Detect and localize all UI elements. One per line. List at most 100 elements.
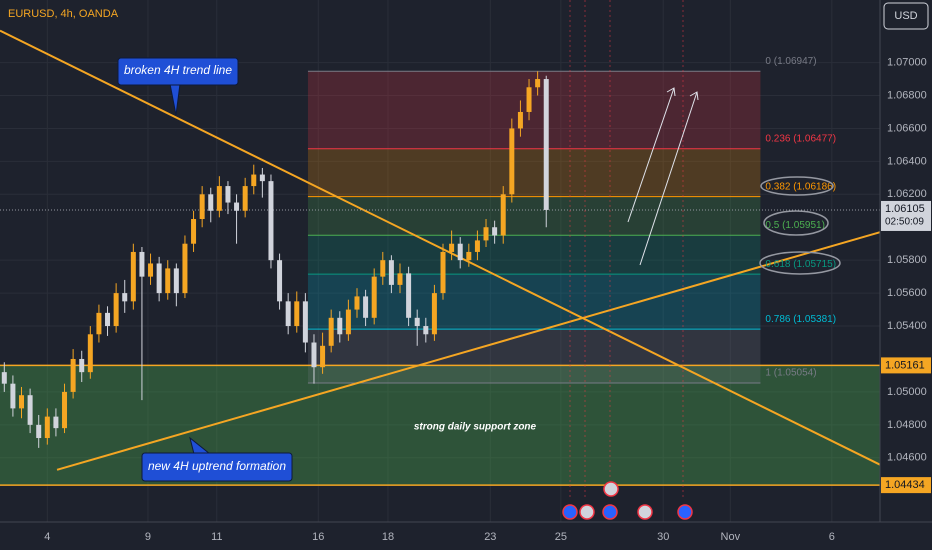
chart-title: EURUSD, 4h, OANDA [8, 8, 119, 20]
candle-body [285, 301, 291, 327]
candle-body [251, 174, 257, 187]
fib-label: 0.618 (1.05715) [765, 259, 836, 270]
callout-text: new 4H uptrend formation [148, 459, 286, 473]
candle-body [10, 383, 16, 409]
candle-body [148, 263, 154, 277]
candle-body [363, 296, 369, 318]
level-tag [881, 477, 931, 494]
candle-body [199, 194, 205, 220]
candle-body [406, 273, 412, 318]
candle-body [380, 260, 386, 277]
y-tick-label: 1.06200 [887, 188, 927, 200]
candle-body [328, 317, 334, 346]
y-tick-label: 1.06600 [887, 122, 927, 134]
fib-label: 0 (1.06947) [765, 56, 816, 67]
candle-body [320, 345, 326, 368]
candle-body [156, 263, 162, 294]
event-icons [562, 481, 693, 520]
fib-zone [307, 196, 761, 236]
x-tick-label: 23 [484, 531, 496, 543]
candle-body [173, 268, 179, 294]
trend-line [0, 29, 881, 466]
candle-body [543, 79, 549, 210]
fib-zone [307, 274, 761, 330]
candle-body [457, 243, 463, 261]
candle-body [423, 326, 429, 335]
candle-body [96, 312, 102, 335]
candle-body [294, 301, 300, 327]
fib-zone [307, 71, 761, 149]
candle-body [182, 243, 188, 294]
fib-zone [307, 235, 761, 275]
currency[interactable]: USD [894, 10, 917, 22]
candle-body [517, 111, 523, 129]
candle-body [122, 293, 128, 302]
candle-body [36, 424, 42, 439]
event-lines [569, 0, 684, 500]
level-label: 1.05161 [885, 359, 925, 371]
candle-body [449, 243, 455, 252]
candle-body [466, 251, 472, 261]
candle-body [242, 186, 248, 211]
fib-label: 0.786 (1.05381) [765, 314, 836, 325]
candle-body [19, 395, 25, 409]
ellipses [759, 176, 841, 275]
candle-body [216, 186, 222, 211]
candle-body [354, 296, 360, 310]
x-tick-label: 30 [657, 531, 669, 543]
candle-body [105, 312, 111, 327]
level-tag [881, 357, 931, 374]
trend-line [56, 231, 881, 471]
candle-body [388, 260, 394, 285]
callout-top: broken 4H trend line [117, 57, 239, 116]
candle-body [311, 342, 317, 368]
x-tick-label: 9 [145, 531, 151, 543]
fib-zone [307, 148, 761, 197]
y-tick-label: 1.04800 [887, 419, 927, 431]
candle-body [234, 202, 240, 211]
candle-body [526, 87, 532, 112]
candle-body [53, 416, 59, 429]
candle-body [500, 194, 506, 236]
x-tick-label: 25 [555, 531, 567, 543]
y-tick-label: 1.06400 [887, 155, 927, 167]
candle-body [371, 276, 377, 318]
y-tick-label: 1.05800 [887, 254, 927, 266]
support-label: strong daily support zone [414, 422, 537, 433]
time-axis [0, 522, 932, 550]
candle-body [87, 334, 93, 373]
fib-label: 0.382 (1.06186) [765, 181, 836, 192]
x-tick-label: 18 [382, 531, 394, 543]
last-price-label: 1.06105 [885, 203, 925, 215]
y-tick-label: 1.06800 [887, 89, 927, 101]
candle-body [345, 309, 351, 335]
y-tick-label: 1.07000 [887, 56, 927, 68]
candle-body [492, 227, 498, 236]
callout-text: broken 4H trend line [124, 63, 232, 77]
candle-body [414, 317, 420, 327]
candle-body [191, 219, 197, 244]
y-tick-label: 1.04600 [887, 452, 927, 464]
y-tick-label: 1.05600 [887, 287, 927, 299]
x-tick-label: 6 [829, 531, 835, 543]
fib-label: 1 (1.05054) [765, 368, 816, 379]
fib-label: 0.236 (1.06477) [765, 133, 836, 144]
countdown: 02:50:09 [885, 217, 924, 228]
candle-body [431, 293, 437, 335]
candle-body [277, 260, 283, 302]
x-tick-label: 16 [312, 531, 324, 543]
y-tick-label: 1.05400 [887, 320, 927, 332]
candle-body [79, 358, 85, 373]
candle-body [337, 317, 343, 335]
candle-body [397, 273, 403, 285]
callout-bottom: new 4H uptrend formation [141, 436, 293, 482]
candle-body [535, 79, 541, 88]
price-axis [880, 0, 932, 522]
candle-body [483, 227, 489, 241]
candle-body [440, 251, 446, 294]
candle-body [302, 301, 308, 343]
currency-button[interactable] [883, 2, 929, 30]
level-label: 1.04434 [885, 479, 925, 491]
candle-body [208, 194, 214, 211]
last-price-tag [881, 200, 931, 231]
